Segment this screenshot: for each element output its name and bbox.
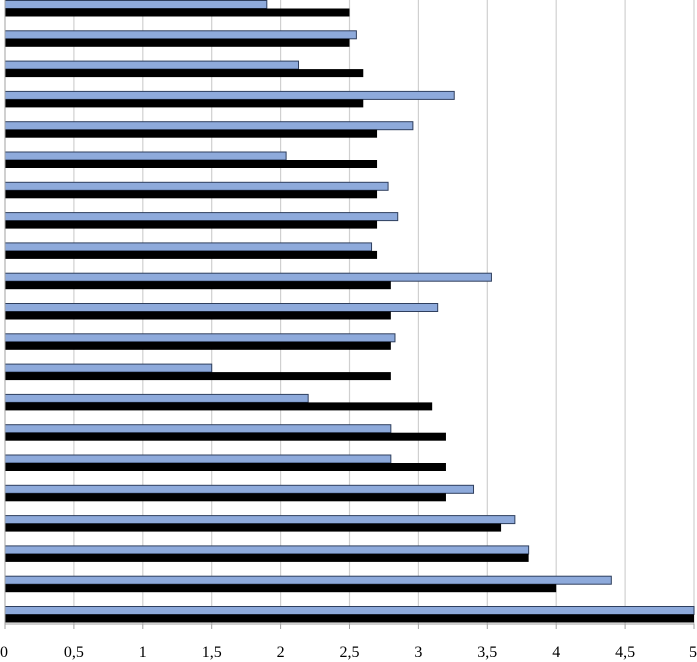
- bar-series-1: [4, 484, 475, 494]
- bar-series-2: [5, 311, 391, 320]
- bar-series-2: [5, 523, 502, 532]
- bar-series-1: [4, 333, 396, 343]
- bar-series-1: [4, 363, 213, 373]
- bar-series-1: [4, 393, 309, 403]
- bar-series-2: [5, 584, 557, 593]
- bar-series-1: [4, 60, 300, 70]
- bar-series-1: [4, 272, 492, 282]
- x-tick-label: 1,5: [202, 644, 222, 661]
- bar-series-2: [5, 160, 378, 168]
- x-tick-label: 0,5: [64, 644, 84, 661]
- bar-series-2: [5, 69, 364, 78]
- bar-series-2: [5, 190, 378, 199]
- bars: [4, 0, 695, 623]
- bar-series-1: [4, 212, 399, 222]
- bar-series-2: [5, 341, 391, 350]
- bar-series-1: [4, 121, 414, 131]
- bar-series-2: [5, 38, 350, 47]
- bar-series-1: [4, 515, 516, 525]
- bar-series-2: [5, 614, 694, 623]
- x-tick-label: 1: [139, 644, 147, 661]
- x-tick-label: 4: [552, 644, 560, 661]
- bar-series-2: [5, 129, 378, 138]
- bar-series-1: [4, 30, 357, 40]
- bar-series-1: [4, 181, 389, 191]
- bar-series-2: [5, 99, 364, 108]
- bar-series-1: [4, 0, 268, 9]
- bar-series-1: [4, 454, 392, 464]
- x-tick-label: 2,5: [340, 644, 360, 661]
- x-tick-label: 5: [689, 644, 697, 661]
- bar-series-1: [4, 303, 439, 312]
- bar-series-1: [4, 575, 612, 585]
- bar-series-2: [5, 493, 446, 502]
- bar-series-2: [5, 463, 446, 471]
- bar-series-1: [4, 90, 455, 100]
- bar-series-2: [5, 432, 446, 441]
- bar-series-2: [5, 372, 391, 381]
- bar-series-1: [4, 606, 695, 615]
- bar-series-2: [5, 281, 391, 290]
- bar-series-2: [5, 8, 350, 17]
- bar-series-1: [4, 242, 373, 252]
- bar-series-2: [5, 220, 378, 229]
- x-tick-label: 0: [0, 644, 8, 661]
- bar-series-1: [4, 424, 392, 434]
- x-tick-label: 3: [414, 644, 422, 661]
- bar-series-2: [5, 553, 529, 562]
- bar-series-2: [5, 402, 433, 411]
- x-tick-label: 3,5: [477, 644, 497, 661]
- x-tick-label: 4,5: [615, 644, 635, 661]
- bar-series-1: [4, 151, 287, 161]
- bar-series-2: [5, 250, 378, 259]
- bar-series-1: [4, 545, 530, 555]
- x-tick-label: 2: [277, 644, 285, 661]
